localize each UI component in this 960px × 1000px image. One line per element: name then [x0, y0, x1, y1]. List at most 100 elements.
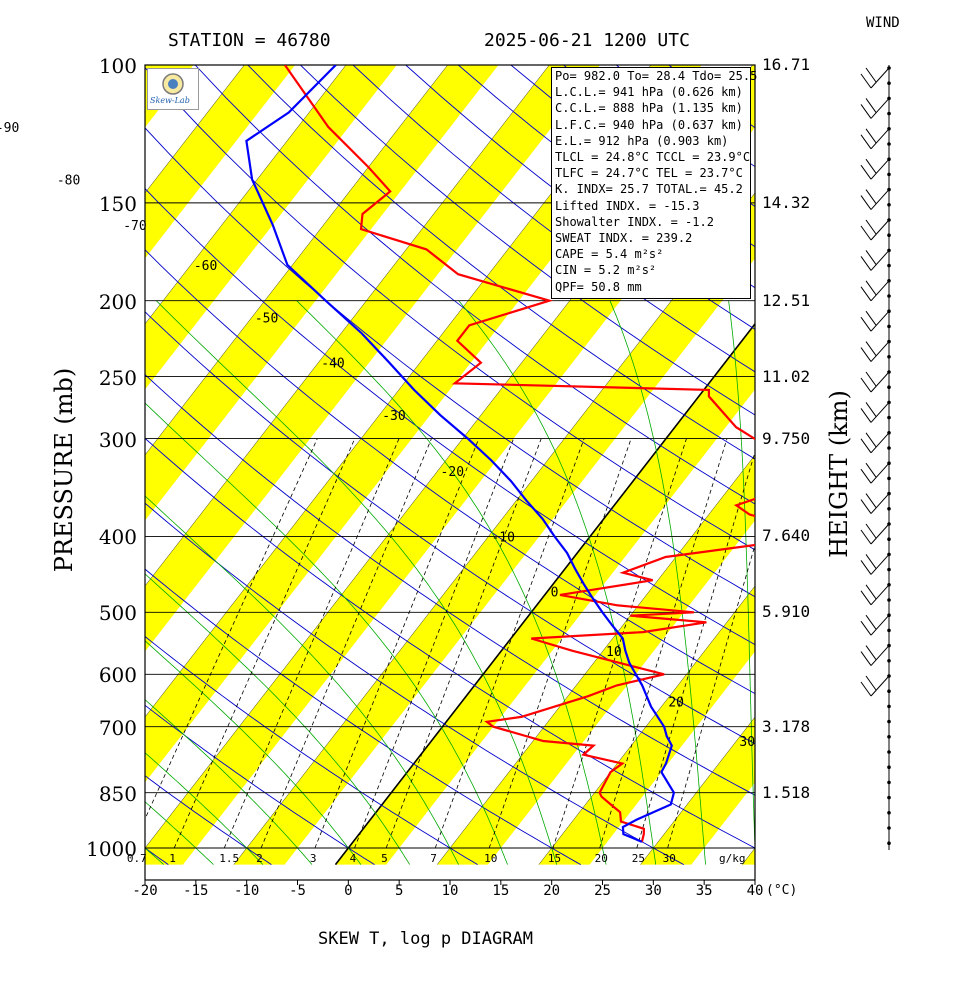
wind-level-dot — [887, 780, 891, 785]
dry-adiabat — [300, 65, 755, 416]
height-tick-label: 16.71 — [762, 55, 811, 74]
wind-level-dot — [887, 385, 891, 390]
isotherm-line — [145, 65, 550, 587]
logo-text: Skew-Lab — [150, 96, 190, 105]
mixing-ratio-line — [145, 438, 318, 820]
wind-barb — [870, 614, 890, 636]
wind-barb — [870, 554, 890, 575]
temperature-tick-label: 35 — [695, 883, 713, 899]
height-tick-label: 11.02 — [762, 366, 811, 386]
mixing-ratio-label: 7 — [430, 852, 437, 865]
isotherm-band — [0, 48, 4, 865]
isotherm-band — [145, 65, 397, 390]
mixing-ratio-label: g/kg — [719, 852, 746, 865]
temperature-tick-label: -15 — [183, 883, 209, 899]
mixing-ratio-line — [488, 438, 632, 849]
wind-barb — [870, 371, 890, 393]
stat-line: E.L.= 912 hPa (0.903 km) — [555, 133, 729, 148]
stat-line: C.C.L.= 888 hPa (1.135 km) — [555, 101, 743, 116]
stat-line: Po= 982.0 To= 28.4 Tdo= 25.5 — [555, 69, 758, 83]
wind-barb-flag — [860, 286, 872, 302]
isotherm-label: -70 — [123, 219, 146, 234]
wind-barb — [870, 219, 890, 241]
wind-level-dot — [887, 567, 891, 572]
dry-adiabat — [145, 66, 755, 551]
mixing-ratio-label: 3 — [310, 852, 317, 865]
wind-level-dot — [887, 415, 891, 420]
wind-barb-flag — [860, 164, 872, 180]
mixing-ratio-label: 25 — [632, 852, 645, 865]
mixing-ratio-label: 15 — [548, 852, 561, 865]
wind-barb — [870, 189, 890, 210]
wind-barb — [870, 67, 890, 89]
moist-adiabat — [728, 300, 755, 859]
wind-title: WIND — [866, 15, 900, 31]
wind-barb-flag — [865, 554, 877, 569]
wind-barb — [870, 523, 890, 545]
stat-line: L.F.C.= 940 hPa (0.637 km) — [555, 117, 743, 132]
wind-barb-flag — [860, 681, 872, 697]
wind-barb-flag — [860, 134, 872, 150]
wind-barb-flag — [865, 158, 877, 174]
sounding-series — [283, 65, 755, 843]
moist-adiabat — [145, 573, 411, 865]
wind-barb-flag — [860, 499, 872, 514]
temperature-tick-label: 15 — [492, 883, 510, 899]
moist-adiabat — [145, 699, 313, 865]
dry-adiabat — [145, 635, 478, 865]
wind-level-dot — [887, 507, 891, 511]
pressure-tick-label: 600 — [98, 663, 137, 688]
isotherm-line — [145, 65, 245, 194]
isotherm-label: -60 — [194, 259, 217, 274]
wind-barb — [870, 645, 890, 666]
isotherm-label: -40 — [321, 357, 344, 372]
wind-barb — [870, 128, 890, 150]
wind-level-dot — [887, 203, 891, 207]
mixing-ratio-label: 0.7 — [127, 852, 147, 865]
moist-adiabat — [145, 847, 164, 865]
wind-barb — [870, 432, 890, 454]
wind-barb-flag — [865, 675, 877, 691]
moist-adiabat — [145, 495, 459, 865]
pressure-tick-label: 1000 — [86, 837, 137, 861]
pressure-tick-label: 100 — [98, 54, 137, 78]
isotherm-label: -80 — [57, 173, 80, 188]
stat-line: Showalter INDX. = -1.2 — [555, 214, 714, 229]
wind-barb — [870, 250, 890, 271]
dry-adiabat — [145, 127, 755, 598]
pressure-tick-label: 850 — [98, 781, 137, 806]
pressure-tick-label: 500 — [98, 601, 137, 626]
pressure-tick-label: 150 — [98, 191, 137, 216]
pressure-tick-label: 250 — [98, 365, 137, 390]
x-axis-title: SKEW T, log p DIAGRAM — [318, 929, 533, 949]
pressure-tick-label: 400 — [98, 525, 137, 550]
wind-barb-flag — [865, 98, 877, 113]
mixing-ratio-label: 1.5 — [219, 852, 239, 865]
wind-level-dot — [887, 659, 891, 663]
temperature-tick-label: 20 — [543, 883, 561, 899]
isotherm-line — [538, 585, 755, 865]
mixing-ratio-line — [173, 438, 356, 849]
wind-barb-flag — [865, 614, 877, 630]
isotherm-label: 0 — [551, 585, 559, 600]
wind-barb-flag — [865, 67, 877, 83]
wind-level-dot — [887, 355, 891, 359]
wind-barb — [870, 584, 890, 606]
sounding-series — [245, 65, 676, 843]
wind-barb-flag — [865, 432, 877, 448]
stat-line: CIN = 5.2 m²s² — [555, 263, 657, 278]
height-tick-label: 1.518 — [762, 782, 811, 802]
stat-line: L.C.L.= 941 hPa (0.626 km) — [555, 85, 743, 100]
wind-barb-flag — [860, 620, 872, 636]
pressure-tick-label: 200 — [98, 289, 137, 314]
mixing-ratio-line — [599, 438, 728, 849]
isotherm-line — [145, 65, 448, 456]
y-axis-title: PRESSURE (mb) — [50, 367, 78, 573]
dry-adiabat — [145, 187, 755, 646]
wind-barb-flag — [865, 371, 877, 387]
mixing-ratio-line — [354, 438, 514, 849]
wind-barb-flag — [860, 377, 872, 393]
mixing-ratio-label: 20 — [595, 852, 608, 865]
wind-level-dot — [887, 446, 891, 450]
height-tick-label: 9.750 — [762, 428, 811, 448]
